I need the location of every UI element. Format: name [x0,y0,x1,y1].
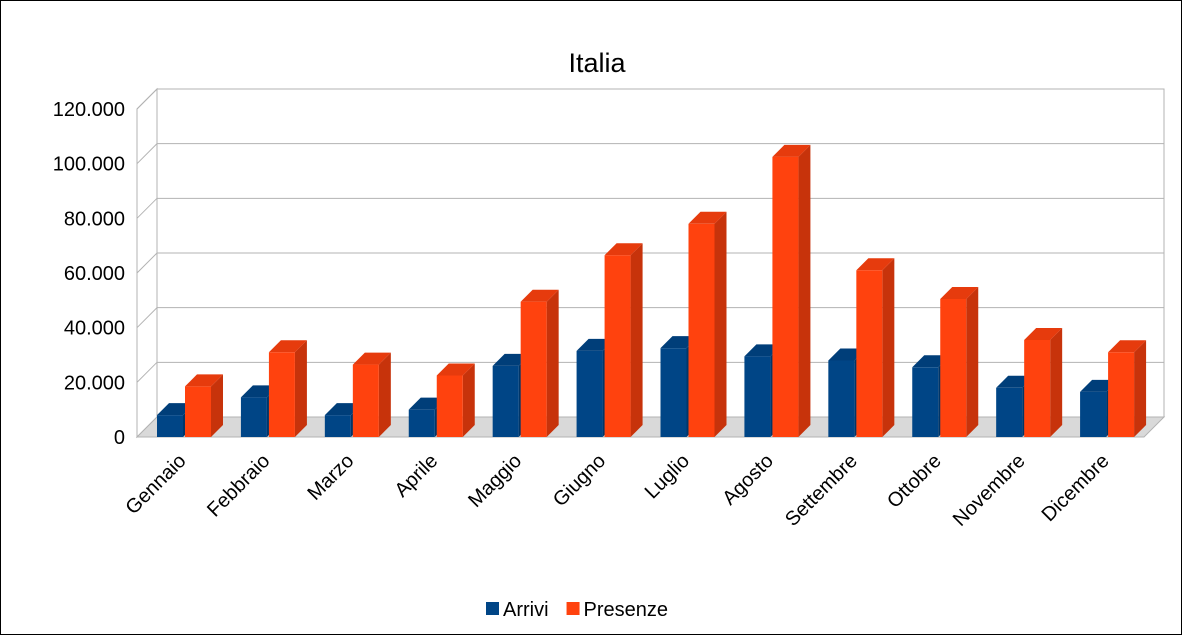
gridline [136,197,1164,219]
x-tick-label: Febbraio [203,450,274,521]
bar-presenze-ottobre [940,286,979,437]
x-axis-tick-labels: Gennaio Febbraio Marzo Aprile Maggio Giugno Lu… [122,450,1114,531]
gridline [136,88,1164,110]
bar-presenze-novembre [1024,327,1063,437]
legend-swatch [566,602,580,615]
bar-presenze-gennaio [185,374,223,437]
y-axis-tick-labels: 0 20.000 40.000 60.000 80.000 100.000 120.000 [53,99,125,449]
x-tick-label: Maggio [464,450,526,512]
x-tick-label: Giugno [549,450,610,511]
bar-presenze-maggio [520,289,559,437]
bar-presenze-luglio [688,211,727,437]
legend-label: Arrivi [503,599,549,621]
y-tick-label: 80.000 [64,208,125,230]
y-tick-label: 120.000 [53,99,125,121]
y-tick-label: 20.000 [64,372,125,394]
gridline [136,143,1164,165]
bar-presenze-dicembre [1108,340,1147,437]
x-tick-label: Agosto [718,450,778,510]
y-tick-label: 0 [114,427,125,449]
x-tick-label: Settembre [781,450,862,531]
x-tick-label: Luglio [641,450,694,503]
x-tick-label: Novembre [949,450,1030,531]
bar-presenze-agosto [772,144,811,438]
x-tick-label: Marzo [304,450,359,505]
bar-presenze-giugno [604,243,643,437]
bar-presenze-marzo [352,352,391,437]
y-tick-label: 40.000 [64,318,125,340]
legend: Arrivi Presenze [486,599,668,621]
y-tick-label: 60.000 [64,263,125,285]
bars [157,144,1147,438]
x-tick-label: Gennaio [122,450,191,519]
bar-presenze-aprile [436,363,475,437]
gridline [136,252,1164,274]
legend-swatch [486,602,499,615]
x-tick-label: Dicembre [1038,450,1114,526]
x-tick-label: Aprile [391,450,443,502]
chart-title: Italia [568,48,626,78]
y-tick-label: 100.000 [53,154,125,176]
gridline [136,307,1164,329]
x-tick-label: Ottobre [883,450,946,513]
bar-presenze-febbraio [268,340,307,437]
floor [135,416,1166,438]
legend-label: Presenze [584,599,669,621]
bar-presenze-settembre [856,258,895,437]
